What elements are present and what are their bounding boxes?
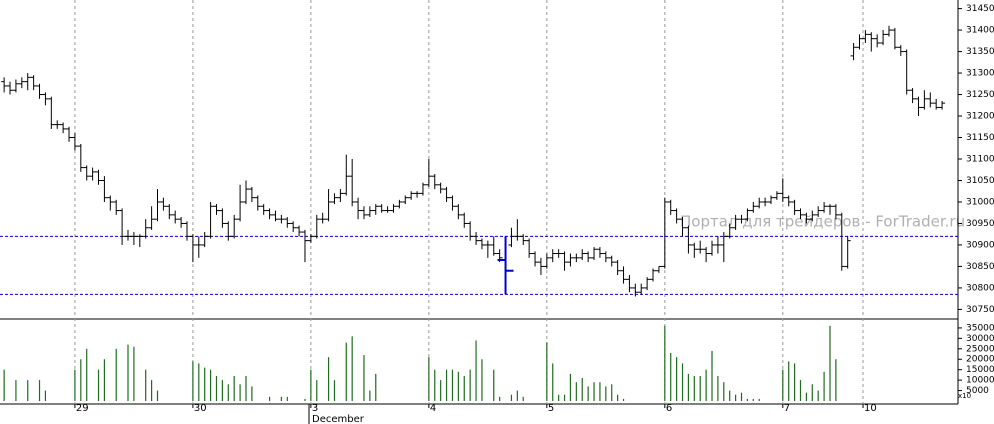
- volume-tick-label: 30000: [966, 334, 994, 344]
- y-tick-label: 31050: [966, 176, 994, 186]
- y-tick-label: 31350: [966, 47, 994, 57]
- y-tick-label: 30750: [966, 305, 994, 315]
- y-tick-label: 30850: [966, 262, 994, 272]
- y-tick-label: 31200: [966, 112, 994, 122]
- volume-tick-label: 20000: [966, 355, 994, 365]
- x-tick-label: 5: [548, 403, 554, 414]
- x-tick-label: 7: [784, 403, 790, 414]
- volume-tick-label: 25000: [966, 344, 994, 354]
- volume-tick-label: 35000: [966, 323, 994, 333]
- volume-unit: x10: [958, 392, 971, 400]
- y-tick-label: 31000: [966, 197, 994, 207]
- watermark: Портал для трейдеров - ForTrader.ru: [680, 213, 965, 231]
- x-tick-label: 29: [76, 403, 89, 414]
- volume-tick-label: 5000: [966, 386, 989, 396]
- y-tick-label: 31400: [966, 26, 994, 36]
- volume-tick-label: 15000: [966, 365, 994, 375]
- x-tick-label: 3: [312, 403, 318, 414]
- x-tick-label: 30: [194, 403, 207, 414]
- y-tick-label: 31250: [966, 90, 994, 100]
- y-tick-label: 31450: [966, 4, 994, 14]
- x-tick-label: 4: [430, 403, 436, 414]
- x-tick-label: 6: [666, 403, 672, 414]
- y-tick-label: 30800: [966, 283, 994, 293]
- y-tick-label: 31150: [966, 133, 994, 143]
- month-label: December: [312, 414, 365, 424]
- y-tick-label: 30950: [966, 219, 994, 229]
- x-tick-label: 10: [864, 403, 877, 414]
- volume-tick-label: 10000: [966, 376, 994, 386]
- y-tick-label: 30900: [966, 240, 994, 250]
- y-tick-label: 31100: [966, 155, 994, 165]
- y-tick-label: 31300: [966, 69, 994, 79]
